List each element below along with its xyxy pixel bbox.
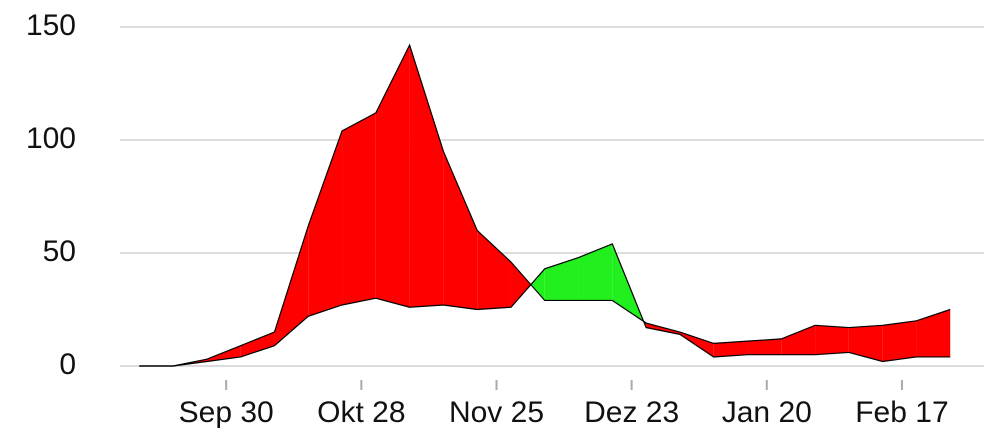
fill-area bbox=[781, 325, 816, 355]
fill-area bbox=[530, 268, 545, 301]
y-tick-label: 100 bbox=[26, 122, 76, 155]
fill-area bbox=[815, 325, 849, 355]
fill-area bbox=[882, 320, 917, 362]
x-tick-label: Okt 28 bbox=[317, 396, 405, 429]
fill-area bbox=[510, 262, 531, 308]
series-line bbox=[139, 243, 951, 367]
fill-area bbox=[308, 130, 343, 317]
fill-area bbox=[443, 151, 478, 310]
fill-area bbox=[544, 257, 579, 301]
fill-area bbox=[274, 225, 309, 346]
x-tick-label: Nov 25 bbox=[449, 396, 544, 429]
y-tick-label: 150 bbox=[26, 9, 76, 42]
fill-area bbox=[578, 243, 613, 301]
fill-area bbox=[409, 45, 444, 308]
series-line bbox=[139, 43, 951, 367]
x-tick-label: Feb 17 bbox=[855, 396, 948, 429]
x-tick-label: Dez 23 bbox=[584, 396, 679, 429]
fill-area bbox=[747, 338, 782, 355]
fill-area bbox=[375, 45, 410, 308]
y-tick-label: 0 bbox=[59, 348, 76, 381]
x-tick-label: Jan 20 bbox=[722, 396, 812, 429]
x-tick-label: Sep 30 bbox=[179, 396, 274, 429]
fill-area bbox=[240, 332, 275, 357]
fill-area bbox=[477, 230, 511, 310]
fill-area bbox=[916, 309, 951, 357]
y-tick-label: 50 bbox=[43, 235, 76, 268]
fill-area bbox=[342, 112, 376, 305]
fill-area bbox=[848, 325, 883, 362]
fill-area bbox=[713, 341, 748, 357]
